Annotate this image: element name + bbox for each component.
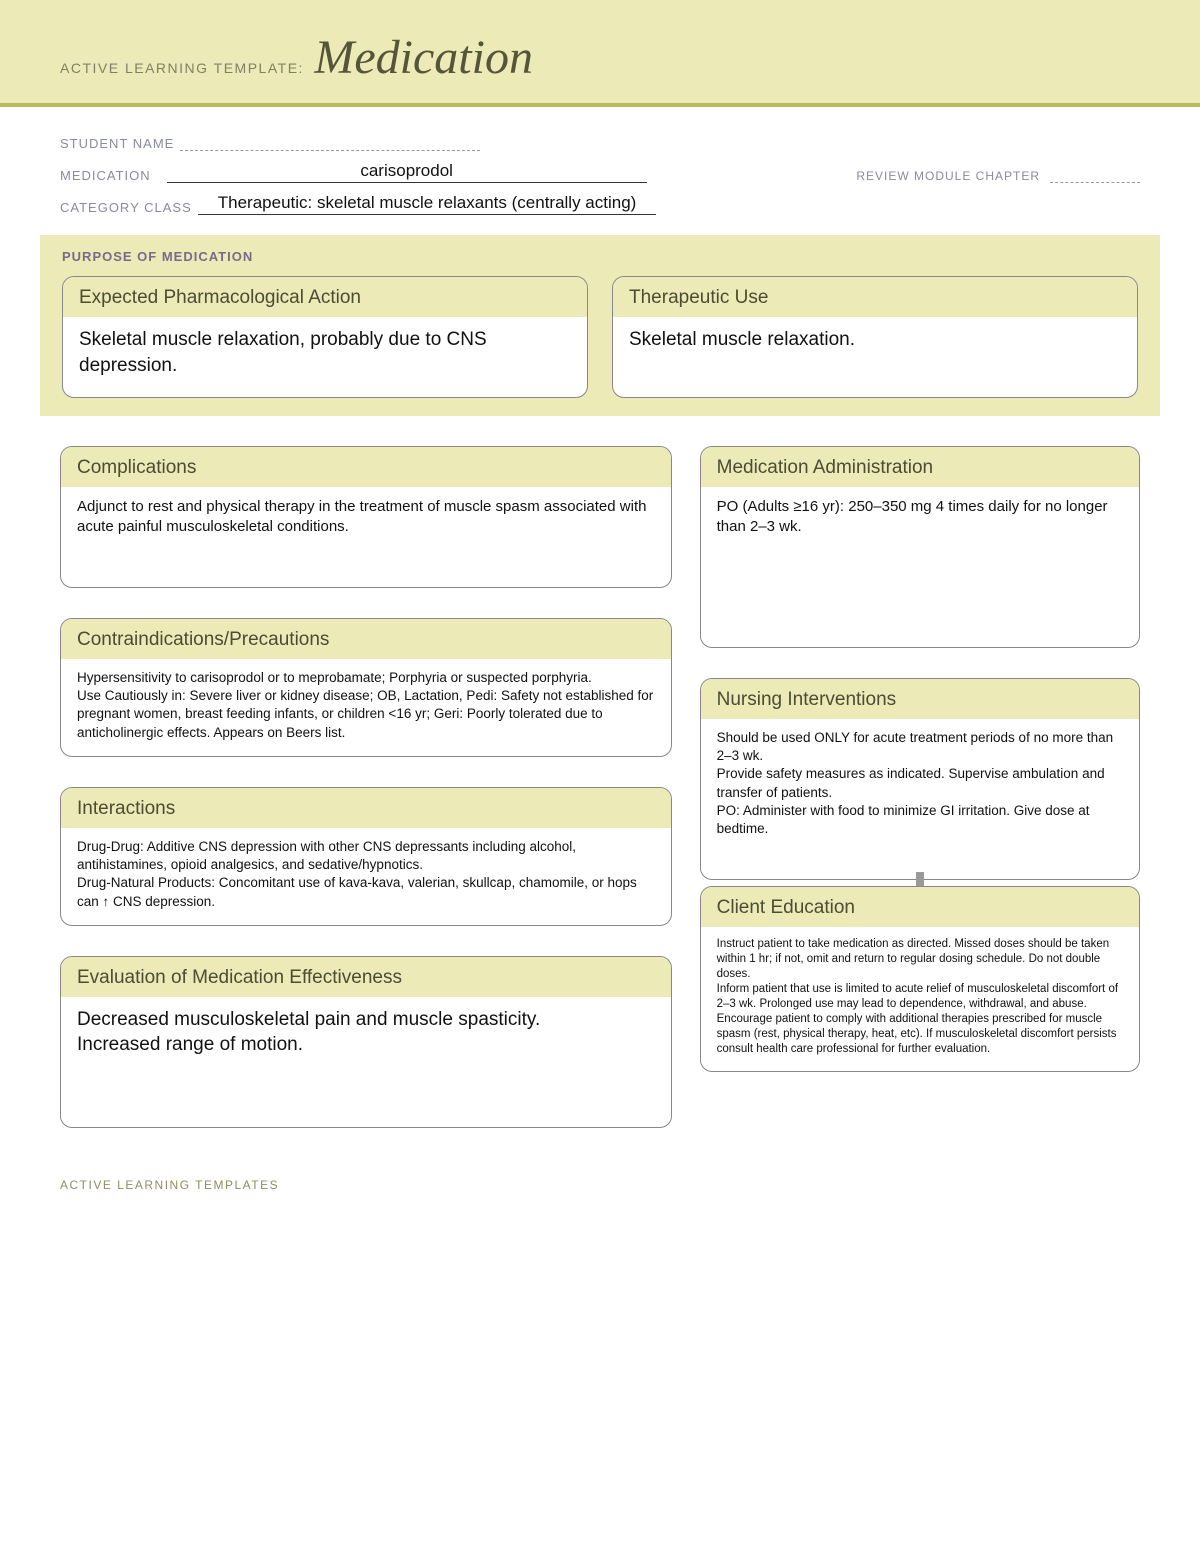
nursing-body: Should be used ONLY for acute treatment …	[701, 719, 1139, 879]
nursing-card: Nursing Interventions Should be used ONL…	[700, 678, 1140, 880]
administration-card: Medication Administration PO (Adults ≥16…	[700, 446, 1140, 648]
interactions-title: Interactions	[61, 788, 671, 828]
medication-value[interactable]: carisoprodol	[167, 161, 647, 183]
medication-label: MEDICATION	[60, 168, 151, 183]
purpose-section-title: PURPOSE OF MEDICATION	[62, 249, 1138, 264]
education-body: Instruct patient to take medication as d…	[701, 927, 1139, 1071]
evaluation-body: Decreased musculoskeletal pain and muscl…	[61, 997, 671, 1127]
student-name-label: STUDENT NAME	[60, 136, 174, 151]
complications-body: Adjunct to rest and physical therapy in …	[61, 487, 671, 587]
content-grid: Complications Adjunct to rest and physic…	[0, 416, 1200, 1148]
education-card: Client Education Instruct patient to tak…	[700, 886, 1140, 1072]
administration-body: PO (Adults ≥16 yr): 250–350 mg 4 times d…	[701, 487, 1139, 647]
complications-card: Complications Adjunct to rest and physic…	[60, 446, 672, 588]
pharm-action-title: Expected Pharmacological Action	[63, 277, 587, 317]
review-module-blank[interactable]	[1050, 169, 1140, 183]
footer-text: ACTIVE LEARNING TEMPLATES	[0, 1148, 1200, 1232]
pharm-action-body: Skeletal muscle relaxation, probably due…	[63, 317, 587, 397]
complications-title: Complications	[61, 447, 671, 487]
therapeutic-use-card: Therapeutic Use Skeletal muscle relaxati…	[612, 276, 1138, 398]
header-title: Medication	[314, 31, 533, 84]
contraindications-body: Hypersensitivity to carisoprodol or to m…	[61, 659, 671, 756]
purpose-section: PURPOSE OF MEDICATION Expected Pharmacol…	[40, 235, 1160, 416]
nursing-title: Nursing Interventions	[701, 679, 1139, 719]
header-prefix: ACTIVE LEARNING TEMPLATE:	[60, 60, 304, 76]
category-class-label: CATEGORY CLASS	[60, 200, 192, 215]
therapeutic-use-body: Skeletal muscle relaxation.	[613, 317, 1137, 397]
page-header: ACTIVE LEARNING TEMPLATE: Medication	[0, 0, 1200, 107]
pharm-action-card: Expected Pharmacological Action Skeletal…	[62, 276, 588, 398]
administration-title: Medication Administration	[701, 447, 1139, 487]
category-class-value[interactable]: Therapeutic: skeletal muscle relaxants (…	[198, 193, 657, 215]
evaluation-title: Evaluation of Medication Effectiveness	[61, 957, 671, 997]
evaluation-card: Evaluation of Medication Effectiveness D…	[60, 956, 672, 1128]
education-title: Client Education	[701, 887, 1139, 927]
right-column: Medication Administration PO (Adults ≥16…	[700, 446, 1140, 1072]
review-module-label: REVIEW MODULE CHAPTER	[856, 169, 1040, 183]
interactions-card: Interactions Drug-Drug: Additive CNS dep…	[60, 787, 672, 926]
left-column: Complications Adjunct to rest and physic…	[60, 446, 672, 1128]
therapeutic-use-title: Therapeutic Use	[613, 277, 1137, 317]
contraindications-card: Contraindications/Precautions Hypersensi…	[60, 618, 672, 757]
interactions-body: Drug-Drug: Additive CNS depression with …	[61, 828, 671, 925]
student-name-blank[interactable]	[180, 135, 480, 151]
meta-block: STUDENT NAME MEDICATION carisoprodol REV…	[0, 107, 1200, 235]
contraindications-title: Contraindications/Precautions	[61, 619, 671, 659]
